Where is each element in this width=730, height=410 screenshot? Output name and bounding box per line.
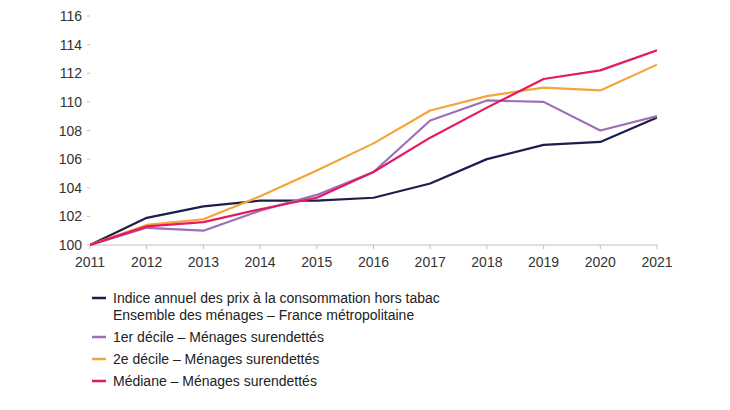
- legend-label: Indice annuel des prix à la consommation…: [113, 290, 440, 323]
- x-tick-label: 2018: [471, 254, 502, 270]
- legend-swatch: [92, 358, 106, 361]
- legend-line: Ensemble des ménages – France métropolit…: [113, 307, 414, 323]
- x-tick-label: 2021: [641, 254, 672, 270]
- legend-swatch: [92, 336, 106, 339]
- y-tick-label: 116: [60, 8, 83, 24]
- y-tick: [87, 130, 90, 131]
- legend-label: 2e décile – Ménages surendettés: [113, 351, 319, 367]
- y-tick-label: 106: [59, 151, 83, 167]
- legend-line: 1er décile – Ménages surendettés: [113, 329, 324, 345]
- x-tick: [543, 245, 544, 249]
- x-tick: [373, 245, 374, 249]
- legend-line: 2e décile – Ménages surendettés: [113, 351, 319, 367]
- y-tick: [87, 101, 90, 102]
- x-tick: [600, 245, 601, 249]
- legend-label: Médiane – Ménages surendettés: [113, 373, 317, 389]
- legend-line: Indice annuel des prix à la consommation…: [113, 290, 440, 306]
- lines: [90, 50, 657, 245]
- y-tick: [87, 44, 90, 45]
- x-tick-label: 2017: [415, 254, 446, 270]
- x-tick: [486, 245, 487, 249]
- y-tick-label: 100: [59, 237, 83, 253]
- chart: 100 102 104 106 108 110 112 114 116 2011 2012 2013 2…: [0, 0, 730, 410]
- x-tick-label: 2015: [301, 254, 332, 270]
- y-tick-label: 108: [59, 123, 83, 139]
- y-tick: [87, 159, 90, 160]
- legend-swatch: [92, 297, 106, 300]
- x-tick-label: 2012: [131, 254, 162, 270]
- y-tick-label: 102: [59, 208, 83, 224]
- series-line: [90, 50, 657, 245]
- x-tick: [203, 245, 204, 249]
- legend-label: 1er décile – Ménages surendettés: [113, 329, 324, 345]
- y-tick: [87, 187, 90, 188]
- y-tick: [87, 216, 90, 217]
- x-tick-label: 2013: [188, 254, 219, 270]
- x-tick-label: 2014: [245, 254, 276, 270]
- y-tick: [87, 16, 90, 17]
- series-line: [90, 118, 657, 245]
- x-tick-label: 2016: [358, 254, 389, 270]
- y-tick-label: 104: [59, 180, 83, 196]
- y-tick-label: 110: [60, 94, 83, 110]
- x-tick: [260, 245, 261, 249]
- legend-swatch: [92, 380, 106, 383]
- y-tick-label: 114: [60, 37, 83, 53]
- x-tick: [430, 245, 431, 249]
- x-tick-label: 2019: [528, 254, 559, 270]
- x-tick-label: 2020: [585, 254, 616, 270]
- x-tick: [316, 245, 317, 249]
- x-tick-label: 2011: [75, 254, 105, 270]
- y-tick: [87, 73, 90, 74]
- legend-line: Médiane – Ménages surendettés: [113, 373, 317, 389]
- y-tick-label: 112: [60, 65, 83, 81]
- series-line: [90, 65, 657, 245]
- x-tick: [657, 245, 658, 249]
- x-tick: [146, 245, 147, 249]
